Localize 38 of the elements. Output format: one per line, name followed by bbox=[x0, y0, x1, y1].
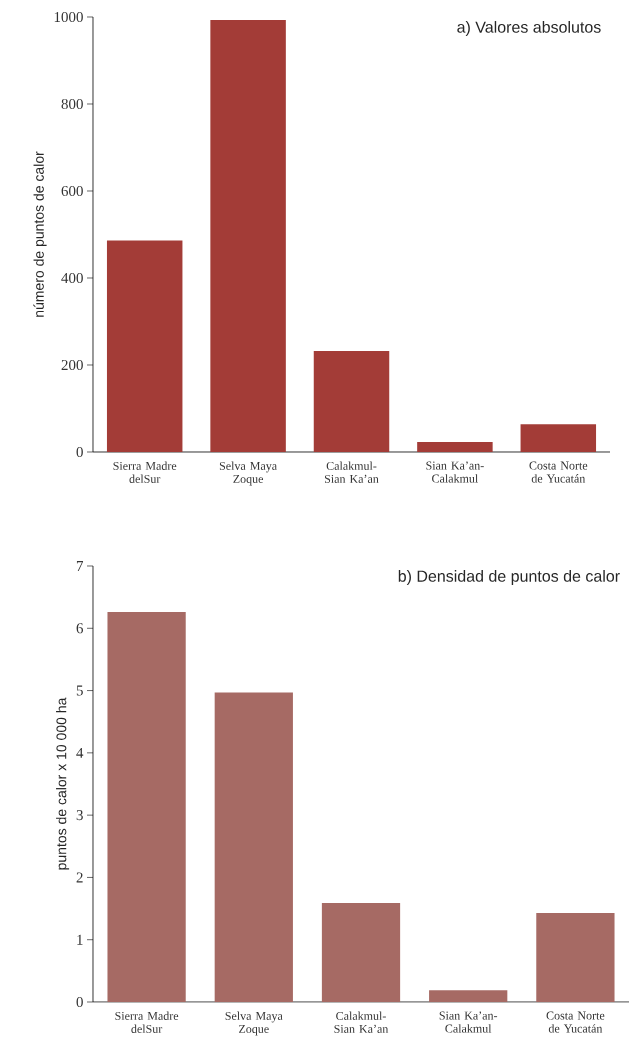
y-tick-label: 2 bbox=[76, 872, 83, 883]
y-tick-label: 200 bbox=[61, 359, 83, 371]
y-tick-label: 400 bbox=[61, 272, 83, 284]
x-tick-label: Calakmul-Sian Ka’an bbox=[324, 461, 379, 483]
y-tick-label: 0 bbox=[76, 446, 83, 458]
bar bbox=[210, 20, 286, 452]
bar bbox=[536, 912, 615, 1002]
x-tick-label: Sierra Madre delSur bbox=[113, 461, 177, 483]
x-tick-label: Sian Ka’an-Calakmul bbox=[439, 1011, 497, 1033]
bar bbox=[106, 240, 183, 452]
bar bbox=[520, 424, 596, 452]
y-tick-label: 3 bbox=[76, 810, 83, 821]
y-tick-label: 1000 bbox=[54, 11, 83, 23]
y-tick-label: 7 bbox=[76, 561, 83, 571]
x-tick-label: Costa Norte de Yucatán bbox=[529, 461, 588, 483]
y-tick-label: 1 bbox=[77, 934, 83, 945]
bar bbox=[107, 612, 186, 1002]
x-tick-label: Sierra Madre delSur bbox=[115, 1011, 178, 1033]
y-axis-title: puntos de calor x 10 000 ha bbox=[55, 697, 69, 870]
chart-title: a) Valores absolutos bbox=[457, 21, 601, 36]
y-tick-label: 5 bbox=[76, 685, 83, 696]
bar bbox=[214, 692, 293, 1002]
y-tick-label: 4 bbox=[76, 747, 84, 758]
y-tick-label: 800 bbox=[61, 98, 83, 110]
chart-title: b) Densidad de puntos de calor bbox=[398, 570, 620, 585]
y-tick-label: 0 bbox=[76, 996, 83, 1008]
bar bbox=[428, 990, 508, 1002]
y-tick-label: 6 bbox=[76, 623, 83, 634]
y-axis-title: número de puntos de calor bbox=[33, 151, 47, 317]
x-tick-label: Calakmul-Sian Ka’an bbox=[334, 1011, 388, 1033]
x-tick-label: Sian Ka’an-Calakmul bbox=[426, 461, 484, 483]
bar bbox=[313, 351, 390, 452]
x-tick-label: Selva Maya Zoque bbox=[225, 1011, 283, 1036]
y-tick-label: 600 bbox=[61, 185, 83, 197]
bar bbox=[416, 441, 493, 452]
x-tick-label: Selva Maya Zoque bbox=[219, 461, 277, 486]
x-tick-label: Costa Norte de Yucatán bbox=[546, 1011, 605, 1033]
bar bbox=[321, 902, 400, 1002]
